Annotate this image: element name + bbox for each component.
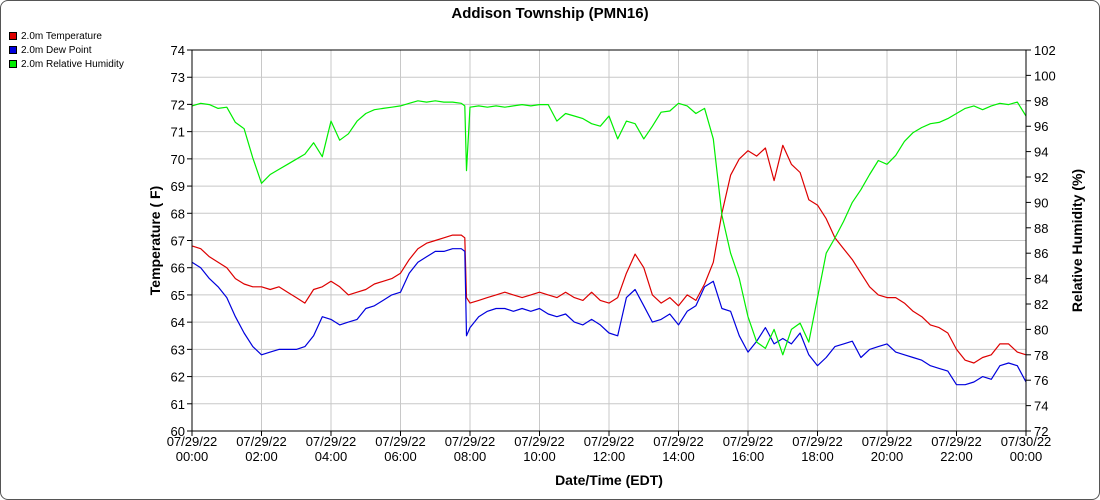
legend-item-relative-humidity: 2.0m Relative Humidity (9, 57, 124, 71)
x-axis-title: Date/Time (EDT) (555, 472, 663, 488)
y2-tick-label: 72 (1034, 424, 1048, 439)
x-tick-label-time: 18:00 (801, 449, 834, 464)
y2-tick-label: 74 (1034, 399, 1048, 414)
y2-axis-title: Relative Humidity (%) (1069, 169, 1085, 312)
y2-tick-label: 90 (1034, 195, 1048, 210)
x-tick-label-time: 12:00 (593, 449, 626, 464)
x-axis-ticks: 07/29/2200:0007/29/2202:0007/29/2204:000… (167, 431, 1052, 464)
y2-axis-ticks: 72 74 76 78 80 82 84 86 88 90 92 94 96 98 100 102 (1026, 43, 1056, 439)
x-tick-label-date: 07/29/22 (862, 434, 913, 449)
x-tick-label-date: 07/29/22 (167, 434, 218, 449)
x-tick-label-time: 02:00 (245, 449, 278, 464)
legend-item-dew-point: 2.0m Dew Point (9, 43, 124, 57)
y-axis-title: Temperature ( F) (147, 186, 163, 295)
y2-tick-label: 86 (1034, 246, 1048, 261)
x-tick-label-time: 00:00 (1010, 449, 1043, 464)
x-tick-label-date: 07/29/22 (584, 434, 635, 449)
y-tick-label: 65 (171, 288, 185, 303)
x-tick-label-date: 07/29/22 (514, 434, 565, 449)
x-tick-label-date: 07/29/22 (653, 434, 704, 449)
y-tick-label: 72 (171, 97, 185, 112)
x-tick-label-time: 00:00 (176, 449, 209, 464)
y2-tick-label: 96 (1034, 119, 1048, 134)
x-tick-label-time: 22:00 (940, 449, 973, 464)
x-tick-label-time: 20:00 (871, 449, 904, 464)
y-tick-label: 70 (171, 152, 185, 167)
y2-tick-label: 76 (1034, 373, 1048, 388)
x-tick-label-time: 10:00 (523, 449, 556, 464)
y-tick-label: 60 (171, 424, 185, 439)
legend-label-dew-point: 2.0m Dew Point (21, 44, 92, 56)
x-tick-label-date: 07/29/22 (792, 434, 843, 449)
y-axis-ticks: 60 61 62 63 64 65 66 67 68 69 70 71 72 73 74 (171, 43, 192, 439)
y2-tick-label: 82 (1034, 297, 1048, 312)
y2-tick-label: 94 (1034, 145, 1048, 160)
y-tick-label: 71 (171, 125, 185, 140)
x-tick-label-time: 08:00 (454, 449, 487, 464)
y2-tick-label: 78 (1034, 348, 1048, 363)
x-tick-label-time: 06:00 (384, 449, 417, 464)
y-tick-label: 69 (171, 179, 185, 194)
y2-tick-label: 98 (1034, 94, 1048, 109)
y-tick-label: 61 (171, 397, 185, 412)
x-tick-label-time: 14:00 (662, 449, 695, 464)
series-line-2-0m-dew-point (191, 248, 1027, 386)
legend-swatch-dew-point (9, 46, 17, 54)
y-tick-label: 62 (171, 370, 185, 385)
legend-item-temperature: 2.0m Temperature (9, 29, 124, 43)
legend-label-relative-humidity: 2.0m Relative Humidity (21, 58, 124, 70)
y-tick-label: 66 (171, 261, 185, 276)
chart-title: Addison Township (PMN16) (451, 5, 649, 22)
series-line-2-0m-relative-humidity (191, 100, 1027, 356)
x-tick-label-date: 07/29/22 (236, 434, 287, 449)
legend-swatch-relative-humidity (9, 60, 17, 68)
y-tick-label: 64 (171, 315, 185, 330)
series-layer (191, 100, 1027, 386)
y-tick-label: 68 (171, 206, 185, 221)
y2-tick-label: 100 (1034, 68, 1056, 83)
x-tick-label-date: 07/29/22 (931, 434, 982, 449)
y2-tick-label: 88 (1034, 221, 1048, 236)
y2-tick-label: 92 (1034, 170, 1048, 185)
y-tick-label: 74 (171, 43, 185, 58)
x-tick-label-date: 07/29/22 (445, 434, 496, 449)
y-tick-label: 67 (171, 234, 185, 249)
x-tick-label-time: 16:00 (732, 449, 765, 464)
legend-label-temperature: 2.0m Temperature (21, 30, 102, 42)
y-tick-label: 63 (171, 342, 185, 357)
y2-tick-label: 80 (1034, 322, 1048, 337)
x-tick-label-time: 04:00 (315, 449, 348, 464)
x-tick-label-date: 07/29/22 (723, 434, 774, 449)
legend-swatch-temperature (9, 32, 17, 40)
series-line-2-0m-temperature (191, 144, 1027, 364)
x-tick-label-date: 07/29/22 (306, 434, 357, 449)
x-tick-label-date: 07/30/22 (1001, 434, 1052, 449)
y2-tick-label: 102 (1034, 43, 1056, 58)
x-tick-label-date: 07/29/22 (375, 434, 426, 449)
y-tick-label: 73 (171, 70, 185, 85)
grid-lines (191, 49, 1027, 432)
legend: 2.0m Temperature 2.0m Dew Point 2.0m Rel… (9, 29, 124, 71)
y2-tick-label: 84 (1034, 272, 1048, 287)
